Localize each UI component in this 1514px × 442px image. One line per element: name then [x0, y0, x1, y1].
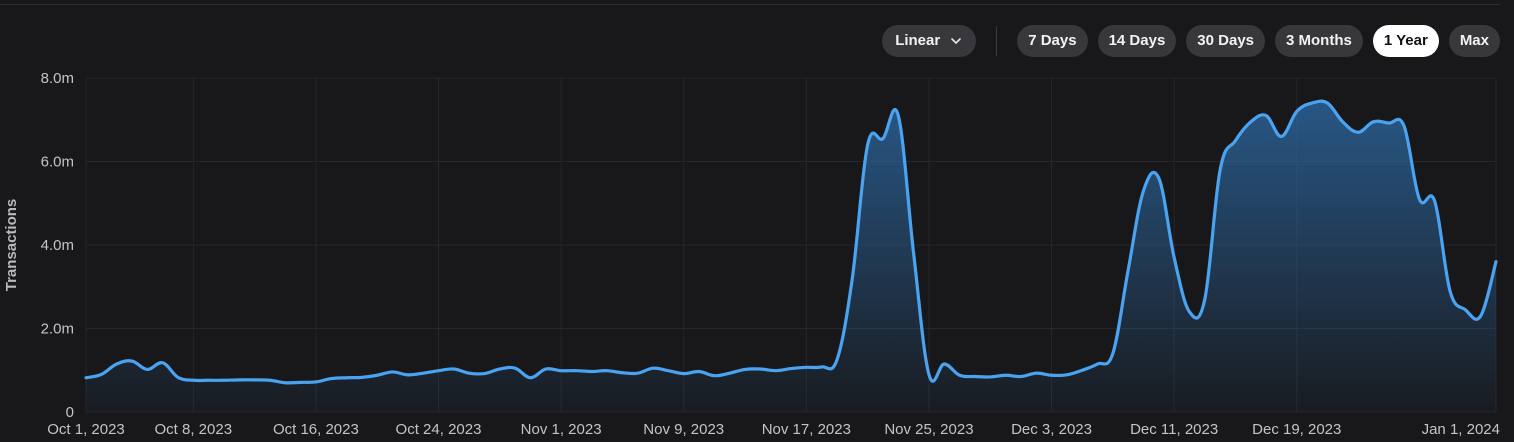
- range-3-months-button[interactable]: 3 Months: [1275, 25, 1363, 57]
- series-area: [86, 101, 1496, 413]
- scale-dropdown-label: Linear: [895, 32, 941, 49]
- y-tick-label: 2.0m: [41, 321, 74, 338]
- y-tick-label: 4.0m: [41, 237, 74, 254]
- x-tick-label: Nov 9, 2023: [643, 421, 724, 438]
- x-tick-label: Nov 17, 2023: [762, 421, 851, 438]
- y-axis-title: Transactions: [3, 199, 20, 292]
- x-tick-label: Dec 19, 2023: [1252, 421, 1341, 438]
- range-14-days-button[interactable]: 14 Days: [1097, 25, 1177, 57]
- range-max-button[interactable]: Max: [1448, 25, 1500, 57]
- series-line: [84, 99, 1498, 385]
- scale-dropdown[interactable]: Linear: [882, 25, 977, 57]
- x-tick-label: Oct 8, 2023: [155, 421, 233, 438]
- x-tick-label: Oct 16, 2023: [273, 421, 359, 438]
- chevron-down-icon: [951, 38, 962, 44]
- x-tick-label: Oct 24, 2023: [396, 421, 482, 438]
- top-divider: [0, 4, 1500, 5]
- range-1-year-button[interactable]: 1 Year: [1372, 25, 1439, 57]
- controls-divider: [996, 26, 998, 56]
- x-tick-label: Nov 25, 2023: [884, 421, 973, 438]
- x-tick-label: Dec 11, 2023: [1130, 421, 1218, 438]
- x-tick-label: Dec 3, 2023: [1011, 421, 1092, 438]
- y-tick-label: 8.0m: [41, 70, 74, 87]
- range-30-days-button[interactable]: 30 Days: [1186, 25, 1266, 57]
- y-tick-label: 0: [66, 404, 74, 421]
- x-axis-ticks: Oct 1, 2023 Oct 8, 2023 Oct 16, 2023 Oct 24…: [47, 421, 1500, 438]
- x-tick-label: Jan 1, 2024: [1422, 421, 1500, 438]
- y-axis-ticks: 0 2.0m 4.0m 6.0m 8.0m: [41, 70, 74, 421]
- chart-controls: Linear 7 Days 14 Days 30 Days 3 Months 1…: [882, 24, 1500, 58]
- x-tick-label: Nov 1, 2023: [521, 421, 602, 438]
- x-tick-label: Oct 1, 2023: [47, 421, 125, 438]
- range-7-days-button[interactable]: 7 Days: [1017, 25, 1088, 57]
- y-tick-label: 6.0m: [41, 154, 74, 171]
